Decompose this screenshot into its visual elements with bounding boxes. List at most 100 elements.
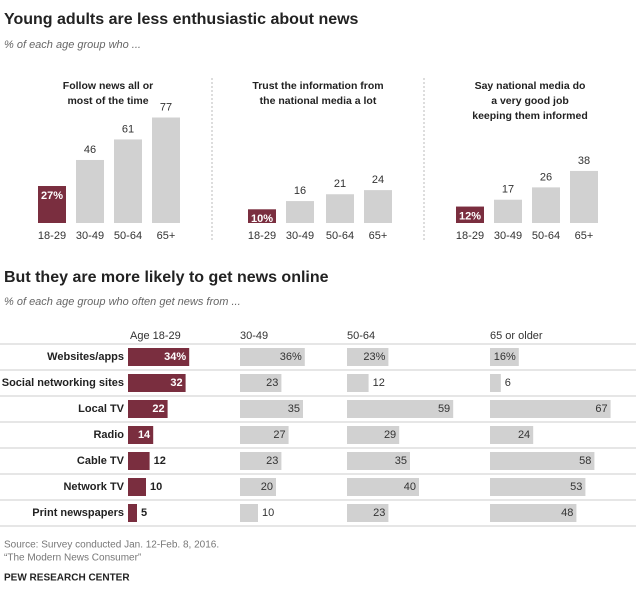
x-tick-label: 30-49 — [494, 230, 522, 242]
bar — [490, 504, 577, 522]
bar — [128, 348, 190, 366]
page-subtitle: % of each age group who ... — [4, 39, 141, 51]
bar — [347, 426, 400, 444]
value-label: 12% — [459, 210, 481, 222]
x-tick-label: 18-29 — [456, 230, 484, 242]
bar — [128, 426, 154, 444]
bar — [490, 452, 595, 470]
value-label: 6 — [505, 377, 511, 389]
bar — [152, 117, 180, 223]
organization: PEW RESEARCH CENTER — [4, 573, 130, 584]
panel-title: Follow news all or — [63, 80, 153, 92]
legend-label: 65 or older — [490, 330, 543, 342]
value-label: 59 — [438, 403, 450, 415]
x-tick-label: 18-29 — [248, 230, 276, 242]
value-label: 21 — [334, 178, 346, 190]
row-label: Radio — [93, 429, 124, 441]
value-label: 16% — [494, 351, 516, 363]
value-label: 24 — [518, 429, 530, 441]
value-label: 10 — [150, 481, 162, 493]
value-label: 26 — [540, 171, 552, 183]
bar — [128, 452, 150, 470]
value-label: 20 — [261, 481, 273, 493]
bar — [364, 190, 392, 223]
bar — [326, 194, 354, 223]
x-tick-label: 65+ — [157, 230, 176, 242]
bar — [114, 139, 142, 223]
row-label: Local TV — [78, 403, 125, 415]
value-label: 16 — [294, 185, 306, 197]
value-label: 58 — [579, 455, 591, 467]
value-label: 67 — [595, 403, 607, 415]
legend-label: 30-49 — [240, 330, 268, 342]
bar — [347, 504, 389, 522]
source: Source: Survey conducted Jan. 12-Feb. 8,… — [4, 540, 219, 551]
bar — [570, 170, 598, 223]
value-label: 5 — [141, 507, 147, 519]
value-label: 61 — [122, 123, 134, 135]
value-label: 29 — [384, 429, 396, 441]
x-tick-label: 65+ — [369, 230, 388, 242]
value-label: 35 — [395, 455, 407, 467]
bar — [240, 504, 258, 522]
bar — [494, 199, 522, 223]
panel-title: the national media a lot — [260, 95, 377, 107]
bar — [128, 374, 186, 392]
report: “The Modern News Consumer” — [4, 553, 141, 564]
x-tick-label: 50-64 — [532, 230, 560, 242]
bar — [490, 478, 586, 496]
x-tick-label: 30-49 — [76, 230, 104, 242]
panel-title: Trust the information from — [252, 80, 383, 92]
value-label: 34% — [164, 351, 186, 363]
value-label: 24 — [372, 174, 384, 186]
bar — [240, 348, 305, 366]
bar — [347, 478, 419, 496]
bar — [286, 201, 314, 223]
bar — [128, 478, 146, 496]
page-title: Young adults are less enthusiastic about… — [4, 11, 359, 28]
panel-title: a very good job — [491, 95, 569, 107]
x-tick-label: 50-64 — [114, 230, 142, 242]
panel-title: Say national media do — [475, 80, 586, 92]
row-label: Social networking sites — [2, 377, 124, 389]
bar — [240, 478, 276, 496]
section-title: But they are more likely to get news onl… — [4, 269, 329, 286]
bar — [347, 374, 369, 392]
panel-title: keeping them informed — [472, 110, 588, 122]
bar — [128, 400, 168, 418]
bar — [490, 400, 611, 418]
bar — [128, 504, 137, 522]
value-label: 36% — [280, 351, 302, 363]
bar — [456, 206, 484, 223]
x-tick-label: 50-64 — [326, 230, 354, 242]
legend-label: 50-64 — [347, 330, 375, 342]
bar — [532, 187, 560, 223]
value-label: 48 — [561, 507, 573, 519]
bar — [347, 452, 410, 470]
value-label: 12 — [373, 377, 385, 389]
value-label: 77 — [160, 101, 172, 113]
bar — [490, 426, 534, 444]
value-label: 53 — [570, 481, 582, 493]
value-label: 32 — [170, 377, 182, 389]
row-label: Cable TV — [77, 455, 125, 467]
row-label: Print newspapers — [32, 507, 124, 519]
value-label: 40 — [404, 481, 416, 493]
legend-label: Age 18-29 — [130, 330, 181, 342]
row-label: Websites/apps — [47, 351, 124, 363]
x-tick-label: 30-49 — [286, 230, 314, 242]
bar — [240, 400, 303, 418]
bar — [347, 400, 454, 418]
row-label: Network TV — [63, 481, 124, 493]
value-label: 27% — [41, 190, 63, 202]
bar — [347, 348, 389, 366]
bar — [240, 452, 282, 470]
bar — [38, 186, 66, 223]
value-label: 23 — [373, 507, 385, 519]
bar — [76, 159, 104, 223]
value-label: 10% — [251, 213, 273, 225]
value-label: 22 — [152, 403, 164, 415]
bar — [248, 209, 276, 223]
bar — [490, 374, 501, 392]
